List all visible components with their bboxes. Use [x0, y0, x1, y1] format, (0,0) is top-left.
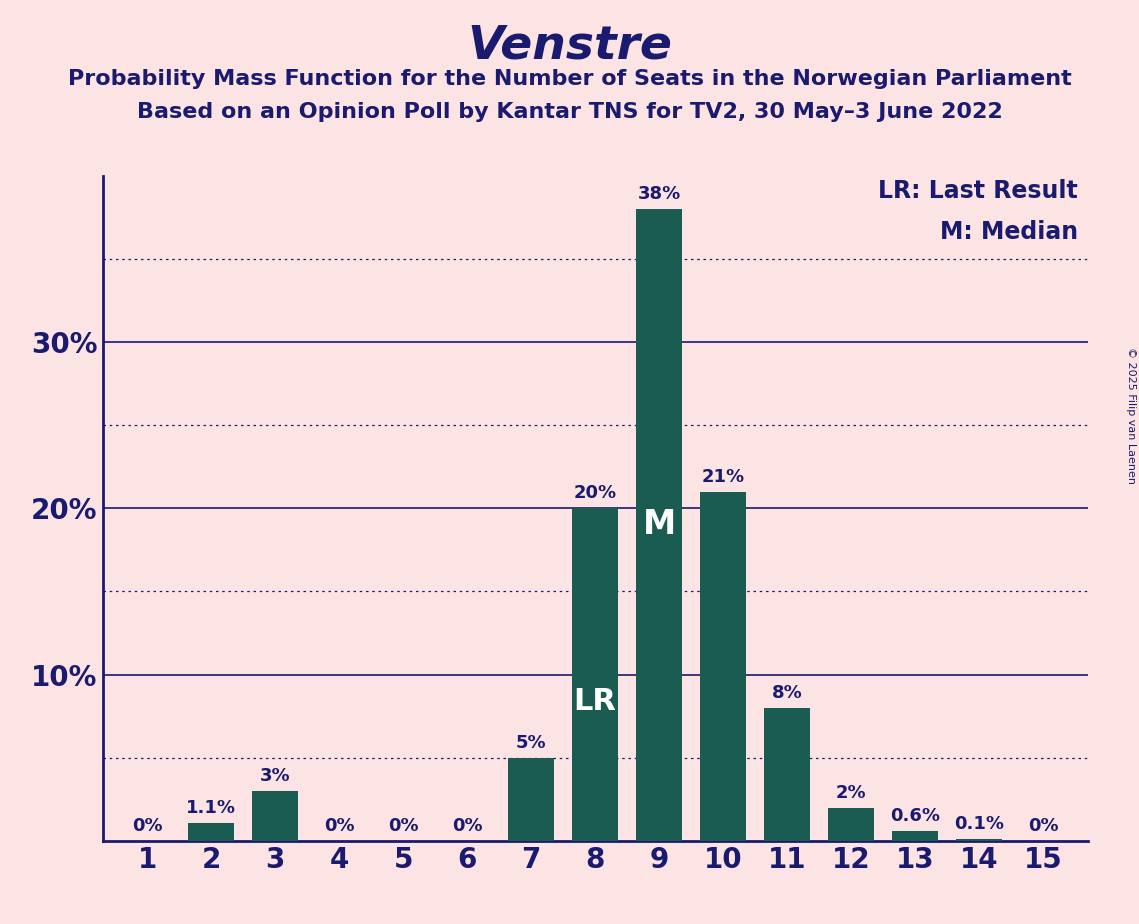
Text: 3%: 3%: [260, 767, 290, 785]
Text: LR: Last Result: LR: Last Result: [878, 179, 1079, 203]
Text: LR: LR: [574, 687, 616, 715]
Bar: [956, 839, 1002, 841]
Text: Probability Mass Function for the Number of Seats in the Norwegian Parliament: Probability Mass Function for the Number…: [67, 69, 1072, 90]
Text: 5%: 5%: [516, 734, 547, 752]
Text: M: Median: M: Median: [940, 221, 1079, 245]
Bar: [252, 791, 298, 841]
Text: 8%: 8%: [772, 684, 803, 702]
Text: 0%: 0%: [452, 817, 483, 835]
Text: 0%: 0%: [323, 817, 354, 835]
Bar: [764, 708, 810, 841]
Bar: [188, 822, 235, 841]
Bar: [636, 209, 682, 841]
Bar: [892, 831, 939, 841]
Text: 21%: 21%: [702, 468, 745, 486]
Text: M: M: [642, 508, 675, 541]
Text: 2%: 2%: [836, 784, 867, 802]
Text: 0%: 0%: [1027, 817, 1058, 835]
Text: 1.1%: 1.1%: [187, 798, 236, 817]
Bar: [828, 808, 874, 841]
Text: 0.1%: 0.1%: [954, 815, 1003, 833]
Text: 38%: 38%: [638, 185, 681, 203]
Text: 20%: 20%: [574, 484, 616, 503]
Text: 0.6%: 0.6%: [890, 807, 940, 825]
Text: Based on an Opinion Poll by Kantar TNS for TV2, 30 May–3 June 2022: Based on an Opinion Poll by Kantar TNS f…: [137, 102, 1002, 122]
Text: 0%: 0%: [388, 817, 418, 835]
Bar: [508, 758, 555, 841]
Text: Venstre: Venstre: [467, 23, 672, 68]
Text: 0%: 0%: [132, 817, 163, 835]
Bar: [572, 508, 618, 841]
Text: © 2025 Filip van Laenen: © 2025 Filip van Laenen: [1126, 347, 1136, 484]
Bar: [700, 492, 746, 841]
